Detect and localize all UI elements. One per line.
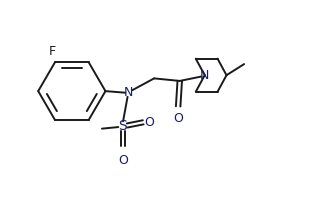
Text: O: O <box>173 112 183 125</box>
Text: S: S <box>118 119 127 133</box>
Text: F: F <box>48 45 55 58</box>
Text: N: N <box>124 86 133 99</box>
Text: O: O <box>118 154 128 167</box>
Text: O: O <box>144 116 154 129</box>
Text: N: N <box>200 69 209 82</box>
